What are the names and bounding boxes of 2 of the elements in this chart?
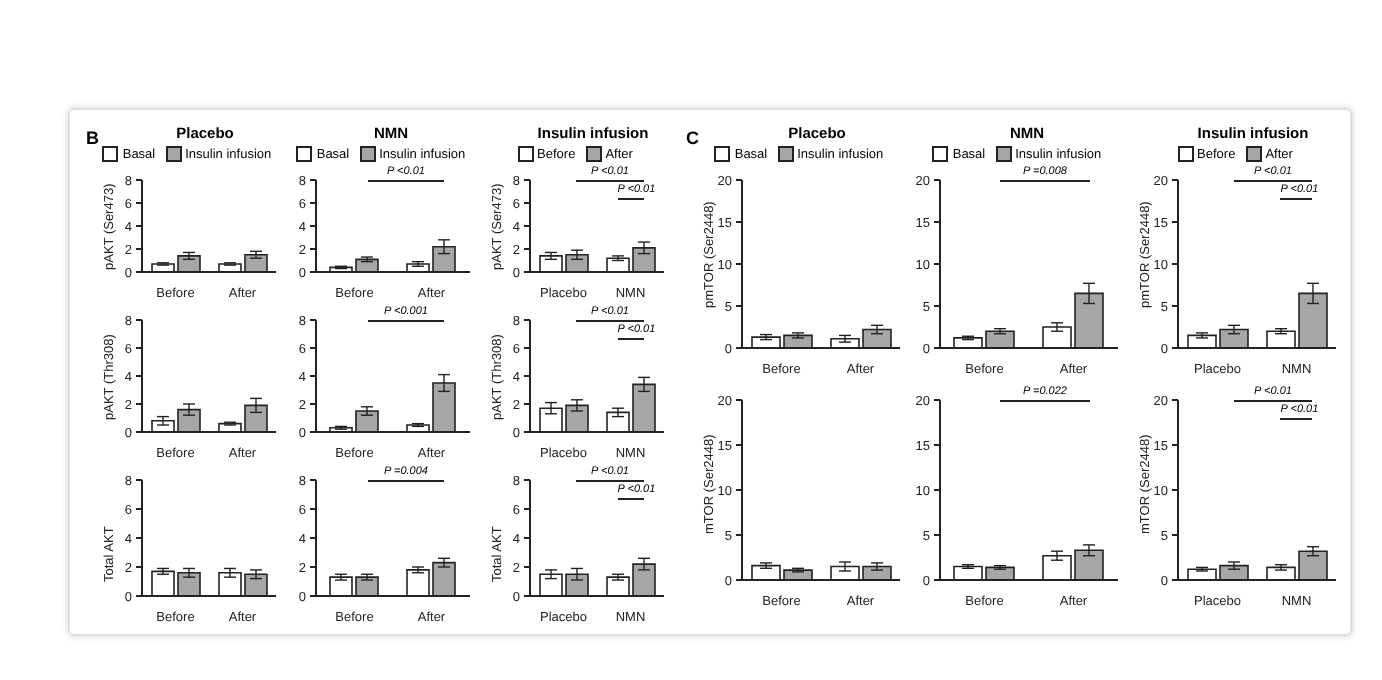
text: B <box>86 128 99 148</box>
text: C <box>686 128 699 148</box>
